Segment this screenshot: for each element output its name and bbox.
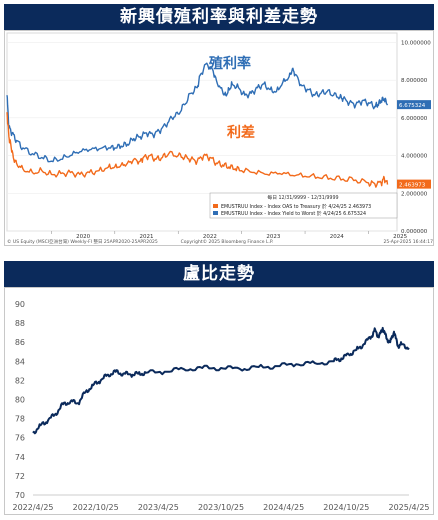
chart-legend: 每日 12/31/9999 - 12/31/9999 EMUSTRUU Inde… [209,192,398,219]
x-tick-label: 2023/4/25 [138,503,179,512]
legend-swatch-spread [213,204,218,208]
x-tick-label: 2024 [330,234,344,240]
footer-center: Copyright© 2025 Bloomberg Finance L.P. [181,238,274,245]
spread-end-label: 2.463973 [399,183,426,189]
y-tick-label: 80 [15,396,25,405]
legend-entry-spread: EMUSTRUU Index - Index OAS to Treasury 於… [221,203,371,210]
x-tick-label: 2023 [266,234,280,240]
y-tick-label: 82 [15,376,25,385]
x-tick-label: 2025 [393,234,407,240]
rupee-chart: 70 72 74 76 78 80 82 84 86 88 90 2022/4/25 2022/10/2… [12,300,429,512]
yield-spread-chart: 0.000000 2.000000 4.000000 6.000000 8.000000… [6,32,434,245]
y-tick-label: 0.000000 [401,229,428,235]
y-tick-label: 6.000000 [401,116,428,122]
y-tick-label: 8.000000 [401,78,428,84]
x-tick-label: 2024/4/25 [263,503,304,512]
y-tick-label: 86 [15,338,25,347]
spread-annotation: 利差 [227,124,255,141]
x-tick-label: 2020 [76,234,90,240]
rupee-chart-frame: 70 72 74 76 78 80 82 84 86 88 90 2022/4/25 2022/10/2… [4,287,434,515]
x-tick-label: 2022/10/25 [73,503,119,512]
top-chart-title: 新興債殖利率與利差走勢 [4,4,434,30]
x-tick-label: 2023/10/25 [198,503,244,512]
y-tick-label: 70 [15,491,25,500]
y-tick-label: 84 [15,357,25,366]
bottom-chart-title: 盧比走勢 [4,261,434,287]
rupee-series-line [32,326,410,435]
yield-end-label: 6.675324 [399,103,426,109]
y-tick-label: 10.000000 [401,40,431,46]
y-tick-label: 76 [15,434,25,443]
spread-series-line [6,112,389,188]
legend-entry-yield: EMUSTRUU Index - Index Yield to Worst 於 … [221,210,366,217]
spread-end-badge [397,179,431,189]
yield-spread-chart-frame: 0.000000 2.000000 4.000000 6.000000 8.000000… [4,30,434,246]
y-tick-label: 74 [15,453,25,462]
x-tick-label: 2022 [203,234,217,240]
y-tick-label: 78 [15,415,25,424]
x-tick-label: 2024/10/25 [323,503,369,512]
y-tick-label: 90 [15,300,25,309]
x-tick-label: 2025/4/25 [388,503,429,512]
footer-left: © US Equity (MSCI亞洲台灣) Weekly-FI 整日 25AP… [7,238,158,245]
legend-swatch-yield [213,211,218,215]
legend-header: 每日 12/31/9999 - 12/31/9999 [267,194,338,201]
footer-right: 25-Apr-2025 16:44:17 [384,239,434,245]
y-tick-label: 72 [15,472,25,481]
yield-series-line [6,62,389,163]
yield-end-badge [397,100,431,110]
y-tick-label: 4.000000 [401,154,428,160]
yield-annotation: 殖利率 [208,55,251,72]
x-tick-label: 2022/4/25 [12,503,53,512]
y-tick-label: 2.000000 [401,191,428,197]
x-tick-label: 2021 [140,234,154,240]
y-tick-label: 88 [15,319,25,328]
